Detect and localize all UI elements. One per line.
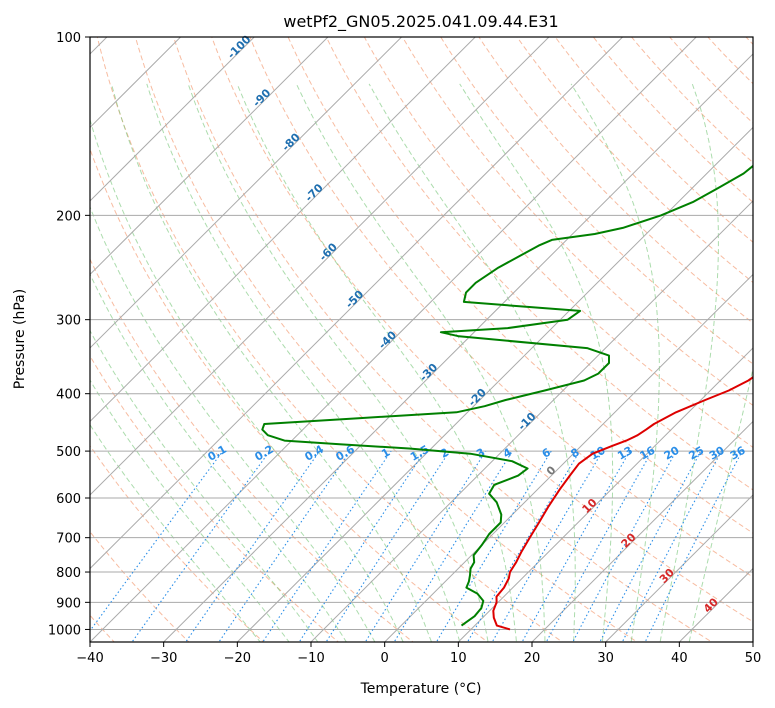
y-tick-label: 100 (56, 31, 81, 46)
x-tick-label: −30 (150, 651, 177, 666)
dry-adiabat-line (90, 258, 414, 642)
x-tick-label: 30 (597, 651, 614, 666)
mixing-ratio-line (491, 450, 603, 642)
chart-title: wetPf2_GN05.2025.041.09.44.E31 (283, 12, 558, 32)
mixing-ratio-line (599, 450, 702, 642)
x-axis: −40 −30 −20 −10 0 10 20 30 40 50 (76, 642, 761, 666)
y-tick-label: 300 (56, 314, 81, 329)
mixing-ratio-line (90, 450, 224, 632)
x-axis-label: Temperature (°C) (360, 681, 482, 697)
mixing-ratio-line (644, 450, 743, 642)
y-tick-label: 800 (56, 566, 81, 581)
dry-adiabat-line (363, 37, 753, 448)
mixing-ratio-line (572, 450, 677, 642)
isotherm-line (90, 37, 697, 642)
y-tick-label: 900 (56, 596, 81, 611)
plot-frame (89, 36, 754, 643)
y-axis-label: Pressure (hPa) (12, 289, 28, 389)
y-axis: 100 200 300 400 500 600 700 800 900 1000 (48, 31, 90, 638)
dry-adiabat-line (173, 37, 713, 642)
temperature-profile-line (492, 376, 753, 631)
y-tick-label: 700 (56, 532, 81, 547)
dry-adiabat-line (478, 37, 753, 324)
dry-adiabat-line (90, 444, 265, 642)
x-tick-label: 50 (745, 651, 762, 666)
dry-adiabat-line (516, 37, 753, 284)
isotherm-line (90, 37, 476, 423)
x-tick-label: −20 (224, 651, 251, 666)
x-tick-label: 40 (671, 651, 688, 666)
mixing-ratio-line (393, 450, 513, 642)
moist-adiabat-line (368, 83, 576, 642)
moist-adiabat-line (146, 83, 461, 642)
mixing-ratio-line (621, 450, 722, 642)
dry-adiabat-line (90, 355, 340, 642)
isotherm-line (90, 37, 329, 276)
dry-adiabat-line (90, 147, 489, 642)
mixing-ratio-line (521, 450, 631, 642)
x-tick-label: 0 (381, 651, 389, 666)
x-tick-label: −40 (76, 651, 103, 666)
dry-adiabat-line (630, 37, 753, 164)
mixing-ratio-line (185, 450, 321, 642)
mixing-ratio-line (466, 450, 581, 642)
dry-adiabat-line (287, 37, 753, 534)
dry-adiabat-line (440, 37, 753, 365)
x-tick-label: −10 (297, 651, 324, 666)
x-tick-label: 20 (524, 651, 541, 666)
mixing-ratio-line (218, 450, 351, 642)
isotherm-line (457, 347, 753, 642)
mixing-ratio-line (545, 450, 653, 642)
moist-adiabat-line (459, 83, 614, 642)
dry-adiabat-line (592, 37, 753, 203)
x-tick-label: 10 (450, 651, 467, 666)
y-tick-label: 500 (56, 445, 81, 460)
isotherm-line (531, 420, 753, 642)
y-tick-label: 1000 (48, 623, 81, 638)
dry-adiabat-line (134, 37, 639, 642)
isotherm-line (236, 126, 753, 642)
y-tick-label: 200 (56, 209, 81, 224)
isotherm-line (90, 37, 550, 496)
mixing-ratio-line (298, 450, 426, 642)
dry-adiabat-line (325, 37, 753, 491)
isotherm-line (90, 37, 255, 202)
y-tick-label: 600 (56, 492, 81, 507)
dewpoint-profile-line (261, 164, 753, 627)
isotherm-line (90, 37, 182, 129)
y-tick-label: 400 (56, 388, 81, 403)
isotherm-line (604, 494, 753, 642)
dry-adiabat-line (554, 37, 753, 243)
isotherm-line (90, 37, 624, 570)
mixing-ratio-line (435, 450, 552, 642)
dry-adiabat-line (211, 37, 753, 623)
isotherm-line (90, 37, 403, 349)
mixing-ratio-line (262, 450, 392, 642)
dry-adiabat-line (401, 37, 753, 407)
isotherm-line (162, 53, 753, 642)
isotherm-line (310, 200, 753, 642)
